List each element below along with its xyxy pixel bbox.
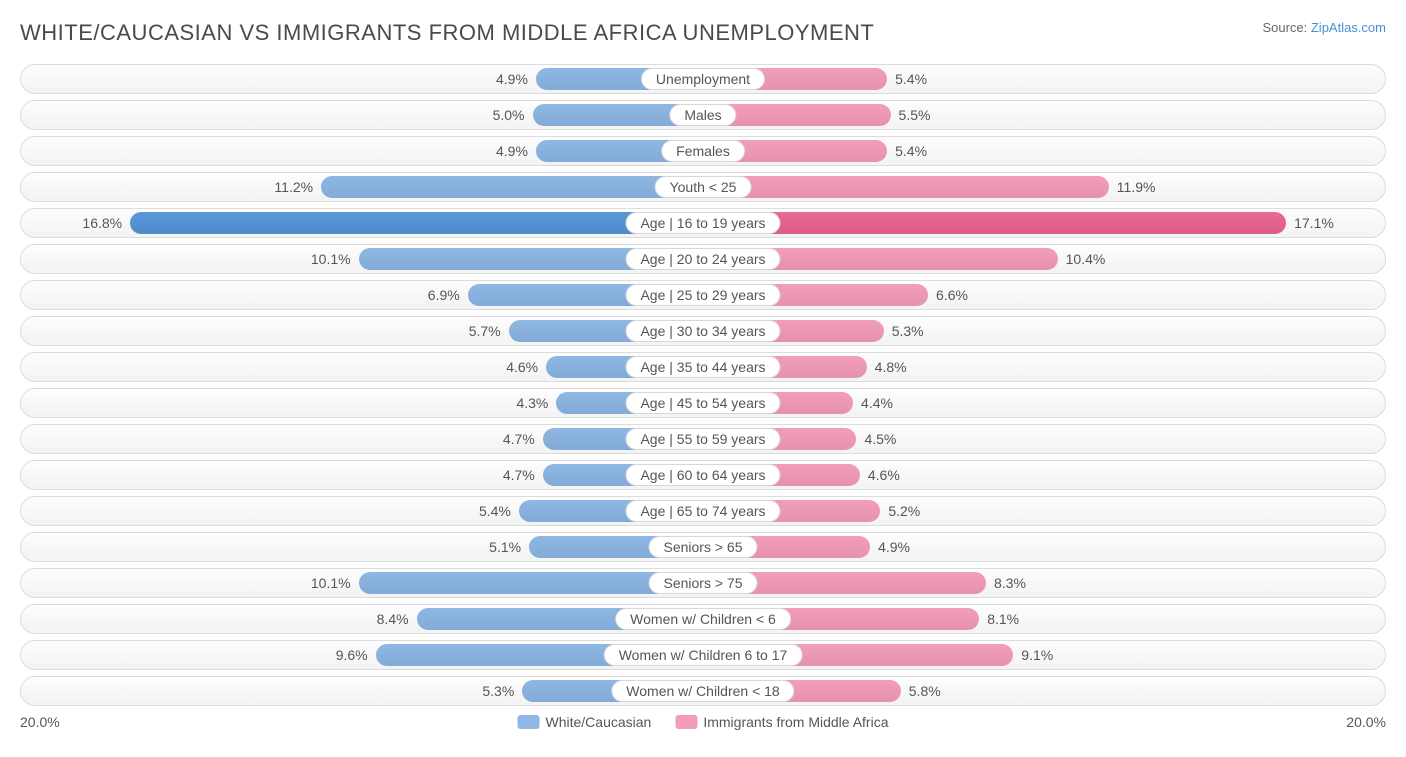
chart-row: 5.4% 5.2% Age | 65 to 74 years (20, 496, 1386, 526)
chart-source: Source: ZipAtlas.com (1262, 20, 1386, 35)
category-label: Age | 60 to 64 years (625, 464, 780, 486)
legend-swatch-right (675, 715, 697, 729)
category-label: Males (669, 104, 736, 126)
chart-container: WHITE/CAUCASIAN VS IMMIGRANTS FROM MIDDL… (0, 0, 1406, 746)
axis-left-label: 20.0% (20, 714, 60, 730)
value-left: 5.1% (489, 539, 521, 555)
value-right: 5.5% (899, 107, 931, 123)
category-label: Age | 30 to 34 years (625, 320, 780, 342)
chart-row: 4.9% 5.4% Females (20, 136, 1386, 166)
value-left: 4.9% (496, 71, 528, 87)
value-left: 4.7% (503, 467, 535, 483)
value-right: 17.1% (1294, 215, 1334, 231)
category-label: Age | 35 to 44 years (625, 356, 780, 378)
legend-label-left: White/Caucasian (546, 714, 652, 730)
value-right: 6.6% (936, 287, 968, 303)
chart-row: 16.8% 17.1% Age | 16 to 19 years (20, 208, 1386, 238)
category-label: Seniors > 75 (649, 572, 758, 594)
value-left: 16.8% (82, 215, 122, 231)
category-label: Unemployment (641, 68, 765, 90)
value-right: 11.9% (1117, 179, 1156, 195)
value-left: 10.1% (311, 575, 351, 591)
value-right: 5.4% (895, 71, 927, 87)
value-left: 8.4% (377, 611, 409, 627)
chart-legend: White/Caucasian Immigrants from Middle A… (518, 714, 889, 730)
chart-row: 4.7% 4.5% Age | 55 to 59 years (20, 424, 1386, 454)
legend-item-right: Immigrants from Middle Africa (675, 714, 888, 730)
chart-row: 4.6% 4.8% Age | 35 to 44 years (20, 352, 1386, 382)
axis-right-label: 20.0% (1346, 714, 1386, 730)
category-label: Females (661, 140, 745, 162)
chart-row: 11.2% 11.9% Youth < 25 (20, 172, 1386, 202)
category-label: Women w/ Children < 18 (611, 680, 794, 702)
chart-row: 4.3% 4.4% Age | 45 to 54 years (20, 388, 1386, 418)
chart-row: 6.9% 6.6% Age | 25 to 29 years (20, 280, 1386, 310)
category-label: Seniors > 65 (649, 536, 758, 558)
value-left: 4.7% (503, 431, 535, 447)
chart-row: 5.1% 4.9% Seniors > 65 (20, 532, 1386, 562)
value-right: 4.8% (875, 359, 907, 375)
value-right: 5.3% (892, 323, 924, 339)
category-label: Age | 16 to 19 years (625, 212, 780, 234)
legend-item-left: White/Caucasian (518, 714, 652, 730)
category-label: Youth < 25 (655, 176, 752, 198)
bar-left (130, 212, 703, 234)
chart-row: 4.9% 5.4% Unemployment (20, 64, 1386, 94)
source-prefix: Source: (1262, 20, 1310, 35)
bar-right (703, 176, 1109, 198)
category-label: Age | 65 to 74 years (625, 500, 780, 522)
category-label: Women w/ Children < 6 (615, 608, 791, 630)
category-label: Age | 20 to 24 years (625, 248, 780, 270)
chart-footer: 20.0% White/Caucasian Immigrants from Mi… (20, 712, 1386, 736)
chart-row: 9.6% 9.1% Women w/ Children 6 to 17 (20, 640, 1386, 670)
value-right: 10.4% (1066, 251, 1106, 267)
chart-row: 8.4% 8.1% Women w/ Children < 6 (20, 604, 1386, 634)
chart-rows: 4.9% 5.4% Unemployment 5.0% 5.5% Males 4.9% 5.4… (20, 64, 1386, 706)
chart-row: 10.1% 10.4% Age | 20 to 24 years (20, 244, 1386, 274)
value-left: 11.2% (274, 179, 313, 195)
value-left: 4.3% (516, 395, 548, 411)
value-right: 4.5% (864, 431, 896, 447)
value-left: 5.7% (469, 323, 501, 339)
legend-label-right: Immigrants from Middle Africa (703, 714, 888, 730)
chart-row: 10.1% 8.3% Seniors > 75 (20, 568, 1386, 598)
value-left: 9.6% (336, 647, 368, 663)
value-left: 10.1% (311, 251, 351, 267)
chart-row: 5.3% 5.8% Women w/ Children < 18 (20, 676, 1386, 706)
chart-header: WHITE/CAUCASIAN VS IMMIGRANTS FROM MIDDL… (20, 20, 1386, 46)
bar-right (703, 212, 1286, 234)
value-left: 6.9% (428, 287, 460, 303)
chart-row: 5.0% 5.5% Males (20, 100, 1386, 130)
chart-title: WHITE/CAUCASIAN VS IMMIGRANTS FROM MIDDL… (20, 20, 874, 46)
value-left: 4.9% (496, 143, 528, 159)
category-label: Age | 55 to 59 years (625, 428, 780, 450)
value-right: 4.4% (861, 395, 893, 411)
value-left: 5.0% (493, 107, 525, 123)
value-left: 5.3% (482, 683, 514, 699)
value-right: 5.4% (895, 143, 927, 159)
category-label: Age | 45 to 54 years (625, 392, 780, 414)
category-label: Women w/ Children 6 to 17 (604, 644, 803, 666)
chart-row: 4.7% 4.6% Age | 60 to 64 years (20, 460, 1386, 490)
value-right: 4.6% (868, 467, 900, 483)
value-right: 4.9% (878, 539, 910, 555)
value-left: 4.6% (506, 359, 538, 375)
chart-row: 5.7% 5.3% Age | 30 to 34 years (20, 316, 1386, 346)
value-right: 9.1% (1021, 647, 1053, 663)
value-right: 5.2% (888, 503, 920, 519)
legend-swatch-left (518, 715, 540, 729)
value-left: 5.4% (479, 503, 511, 519)
category-label: Age | 25 to 29 years (625, 284, 780, 306)
value-right: 5.8% (909, 683, 941, 699)
value-right: 8.1% (987, 611, 1019, 627)
bar-left (321, 176, 703, 198)
value-right: 8.3% (994, 575, 1026, 591)
source-link[interactable]: ZipAtlas.com (1311, 20, 1386, 35)
